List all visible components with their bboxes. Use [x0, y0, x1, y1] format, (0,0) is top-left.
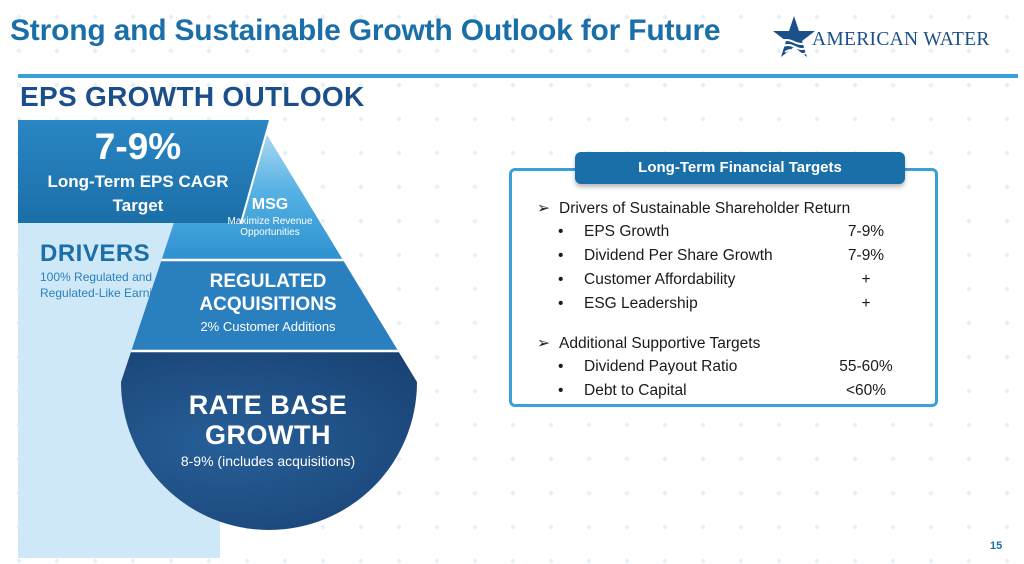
regulated-acquisitions-subtitle: 2% Customer Additions — [200, 319, 336, 334]
target-label: Debt to Capital — [584, 382, 687, 399]
arrow-bullet-icon: ➢ — [537, 335, 550, 352]
section-title: EPS GROWTH OUTLOOK — [20, 81, 365, 112]
target-group-heading-text: Drivers of Sustainable Shareholder Retur… — [559, 200, 851, 217]
slide-title: Strong and Sustainable Growth Outlook fo… — [10, 14, 721, 47]
target-value: + — [861, 295, 871, 312]
target-value: 7-9% — [847, 223, 885, 240]
target-label: Dividend Payout Ratio — [584, 358, 738, 375]
target-label: Dividend Per Share Growth — [584, 247, 773, 264]
financial-targets-box — [509, 168, 938, 407]
star-water-icon — [773, 16, 815, 57]
target-group-heading: ➢ Drivers of Sustainable Shareholder Retu… — [537, 199, 850, 218]
bullet-icon: • — [558, 247, 564, 264]
bullet-icon: • — [558, 382, 564, 399]
company-logo-text: AMERICAN WATER — [812, 29, 990, 50]
bullet-icon: • — [558, 223, 564, 240]
eps-growth-diagram: 7-9% Long-Term EPS CAGR Target MSG Maxim… — [18, 120, 438, 558]
bullet-icon: • — [558, 271, 564, 288]
rate-base-title: RATE BASE GROWTH — [188, 390, 348, 450]
regulated-acquisitions-title: REGULATED ACQUISITIONS — [199, 271, 337, 315]
cagr-target-segment — [18, 120, 270, 223]
msg-subtitle: Maximize Revenue Opportunities — [227, 216, 313, 238]
drivers-title: DRIVERS — [40, 240, 151, 267]
title-rule — [18, 74, 1018, 78]
target-value: 7-9% — [847, 247, 885, 264]
target-value: 55-60% — [839, 358, 893, 375]
target-value: <60% — [845, 382, 887, 399]
target-label: ESG Leadership — [584, 295, 698, 312]
target-group-heading: ➢ Additional Supportive Targets — [537, 334, 760, 353]
msg-title: MSG — [251, 196, 289, 213]
target-label: Customer Affordability — [584, 271, 736, 288]
financial-targets-header: Long-Term Financial Targets — [575, 152, 905, 184]
target-group-heading-text: Additional Supportive Targets — [559, 335, 761, 352]
water-drop-graphic — [18, 120, 417, 558]
target-label: EPS Growth — [584, 223, 670, 240]
target-value: + — [861, 271, 871, 288]
cagr-label: Long-Term EPS CAGR Target — [47, 172, 229, 215]
bullet-icon: • — [558, 295, 564, 312]
bullet-icon: • — [558, 358, 564, 375]
page-number: 15 — [990, 540, 1003, 552]
arrow-bullet-icon: ➢ — [537, 200, 550, 217]
cagr-value: 7-9% — [94, 126, 182, 167]
drivers-subtitle: 100% Regulated and Regulated-Like Earnin… — [40, 270, 172, 300]
rate-base-subtitle: 8-9% (includes acquisitions) — [180, 453, 356, 469]
